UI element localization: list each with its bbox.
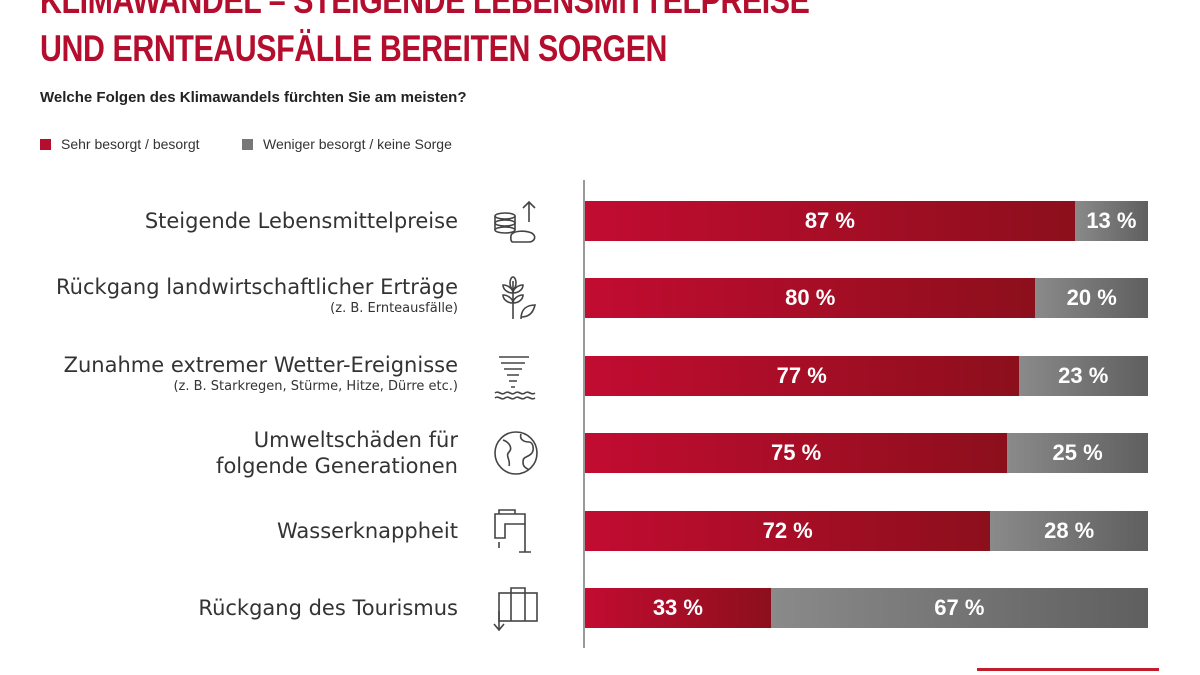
data-label: 25 % <box>1052 440 1103 465</box>
data-label: 28 % <box>1044 518 1095 543</box>
data-label: 80 % <box>785 285 836 310</box>
category-sublabel: (z. B. Starkregen, Stürme, Hitze, Dürre … <box>173 379 458 394</box>
data-label: 20 % <box>1066 285 1117 310</box>
category-label-line: Zunahme extremer Wetter-Ereignisse <box>63 353 458 377</box>
legend-item-less-concerned: Weniger besorgt / keine Sorge <box>242 136 452 152</box>
bar-less-concerned: 23 % <box>1018 356 1148 396</box>
category-label-line: Wasserknappheit <box>276 519 458 543</box>
question: Welche Folgen des Klimawandels fürchten … <box>40 89 467 106</box>
faucet-icon <box>494 509 531 553</box>
bar-concerned: 33 % <box>585 588 771 628</box>
bar-less-concerned: 13 % <box>1074 201 1148 241</box>
bar-concerned: 72 % <box>585 511 991 551</box>
bar-less-concerned: 28 % <box>990 511 1148 551</box>
bar-concerned: 87 % <box>585 201 1075 241</box>
legend-swatch <box>242 138 253 150</box>
suitcase-down-icon <box>493 587 538 632</box>
category-label: Steigende Lebensmittelpreise <box>145 208 458 234</box>
data-label: 77 % <box>776 363 827 388</box>
category-label: Zunahme extremer Wetter-Ereignisse (z. B.… <box>64 352 458 396</box>
footer-rule <box>977 668 1159 671</box>
data-label: 13 % <box>1086 208 1137 233</box>
legend-label: Sehr besorgt / besorgt <box>61 136 200 152</box>
category-label: Wasserknappheit <box>277 518 458 544</box>
food-price-icon <box>494 200 536 243</box>
title-line-2: UND ERNTEAUSFÄLLE BEREITEN SORGEN <box>40 28 668 69</box>
title-line-1: KLIMAWANDEL – STEIGENDE LEBENSMITTELPREI… <box>40 0 810 21</box>
plant-icon <box>502 276 537 320</box>
legend-label: Weniger besorgt / keine Sorge <box>263 136 452 152</box>
data-label: 72 % <box>762 518 813 543</box>
data-label: 23 % <box>1058 363 1109 388</box>
bar-concerned: 80 % <box>585 278 1036 318</box>
category-sublabel: (z. B. Ernteausfälle) <box>330 301 458 316</box>
legend-item-concerned: Sehr besorgt / besorgt <box>40 136 200 152</box>
bar-less-concerned: 67 % <box>770 588 1148 628</box>
category-label-line: Steigende Lebensmittelpreise <box>144 209 458 233</box>
data-label: 87 % <box>804 208 855 233</box>
tornado-icon <box>494 356 536 400</box>
category-label-line: Rückgang des Tourismus <box>198 596 458 620</box>
bar-concerned: 77 % <box>585 356 1019 396</box>
globe-icon <box>494 431 538 475</box>
data-label: 33 % <box>652 595 703 620</box>
category-label-line: Umweltschäden für <box>253 428 458 452</box>
category-label-line: Rückgang landwirtschaftlicher Erträge <box>56 275 458 299</box>
category-label: Rückgang landwirtschaftlicher Erträge (z.… <box>56 274 458 318</box>
bar-less-concerned: 25 % <box>1007 433 1148 473</box>
legend-swatch <box>40 138 51 150</box>
bar-concerned: 75 % <box>585 433 1008 473</box>
y-axis-line <box>583 180 585 648</box>
data-label: 75 % <box>771 440 822 465</box>
bar-less-concerned: 20 % <box>1035 278 1148 318</box>
category-label-line: folgende Generationen <box>216 454 458 478</box>
category-label: Rückgang des Tourismus <box>198 595 458 621</box>
data-label: 67 % <box>934 595 985 620</box>
category-label: Umweltschäden für folgende Generationen <box>216 427 458 479</box>
